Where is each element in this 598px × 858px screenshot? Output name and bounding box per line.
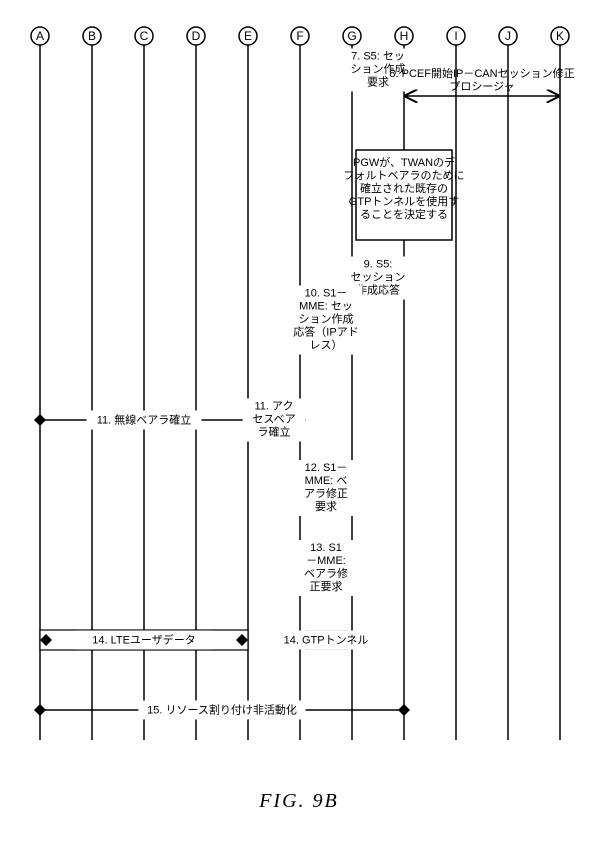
- svg-text:14. LTEユーザデータ: 14. LTEユーザデータ: [92, 633, 196, 647]
- span-s11a: 11. 無線ベアラ確立: [40, 411, 248, 430]
- span-s14b: 14. GTPトンネル: [269, 631, 384, 650]
- message-m12: 12. S1－MME: ベアラ修正要求: [289, 460, 362, 516]
- svg-text:13. S1－MME:ベアラ修正要求: 13. S1－MME:ベアラ修正要求: [304, 542, 348, 593]
- svg-text:E: E: [244, 29, 252, 43]
- actor-I: I: [447, 27, 465, 740]
- svg-text:14. GTPトンネル: 14. GTPトンネル: [284, 634, 369, 647]
- actor-J: J: [499, 27, 517, 740]
- svg-text:K: K: [556, 29, 564, 43]
- svg-text:PGWが、TWANのデフォルトベアラのために確立された既存の: PGWが、TWANのデフォルトベアラのために確立された既存のGTPトンネルを使用…: [344, 155, 465, 221]
- figure-caption: FIG. 9B: [0, 790, 598, 813]
- svg-text:I: I: [454, 29, 457, 43]
- message-m13: 13. S1－MME:ベアラ修正要求: [295, 540, 358, 596]
- svg-text:H: H: [400, 29, 409, 43]
- actor-K: K: [551, 27, 569, 740]
- span-s15: 15. リソース割り付け非活動化: [40, 701, 404, 720]
- svg-text:11. アクセスベアラ確立: 11. アクセスベアラ確立: [252, 400, 295, 439]
- svg-text:11. 無線ベアラ確立: 11. 無線ベアラ確立: [97, 413, 192, 427]
- message-m10: 10. S1－MME: セッション作成応答（IPアドレス）: [289, 286, 362, 355]
- svg-text:G: G: [347, 29, 356, 43]
- span-s11b: 11. アクセスベアラ確立: [243, 399, 306, 442]
- svg-text:J: J: [505, 29, 511, 43]
- span-s14a: 14. LTEユーザデータ: [40, 630, 248, 650]
- note-n1: PGWが、TWANのデフォルトベアラのために確立された既存のGTPトンネルを使用…: [344, 150, 465, 240]
- svg-text:D: D: [192, 29, 201, 43]
- svg-text:B: B: [88, 29, 96, 43]
- svg-text:A: A: [36, 29, 44, 43]
- svg-text:15. リソース割り付け非活動化: 15. リソース割り付け非活動化: [147, 703, 297, 717]
- actor-H: H: [395, 27, 413, 740]
- svg-text:C: C: [140, 29, 149, 43]
- svg-text:F: F: [296, 29, 303, 43]
